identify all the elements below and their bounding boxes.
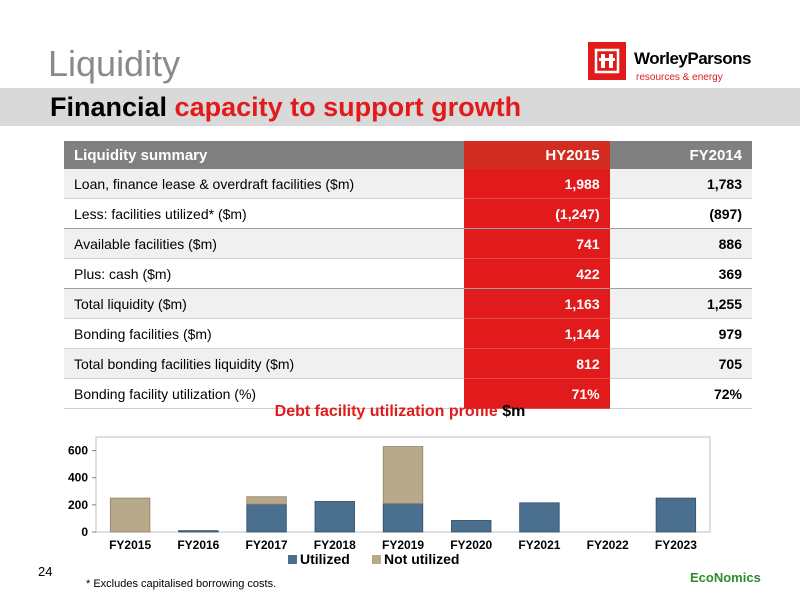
row-hy2015: 422 xyxy=(464,258,610,289)
bar-utilized xyxy=(246,503,287,533)
table-row: Bonding facility utilization (%) 71% 72% xyxy=(64,378,752,409)
header-liquidity-summary: Liquidity summary xyxy=(64,141,464,169)
row-label: Plus: cash ($m) xyxy=(64,258,464,289)
bar-utilized xyxy=(655,497,697,533)
x-tick-label: FY2020 xyxy=(450,538,492,552)
debt-utilization-chart: 0 200 400 600 FY2015 FY2016 FY2017 FY2018 FY2019… xyxy=(68,436,711,567)
row-fy2014: 1,255 xyxy=(609,288,752,319)
x-tick-label: FY2018 xyxy=(314,538,356,552)
subtitle-part2: capacity to support growth xyxy=(174,92,522,122)
bar-utilized xyxy=(451,520,492,533)
row-hy2015: 741 xyxy=(464,228,610,259)
row-hy2015: 71% xyxy=(464,378,610,409)
y-tick-label: 600 xyxy=(68,444,88,458)
row-label: Total liquidity ($m) xyxy=(64,288,464,319)
header-fy2014: FY2014 xyxy=(609,141,752,169)
row-label: Bonding facility utilization (%) xyxy=(64,378,464,409)
bar-utilized xyxy=(382,503,424,533)
x-tick-label: FY2019 xyxy=(382,538,424,552)
economics-logo: EcoNomics xyxy=(690,570,761,585)
table-row: Total liquidity ($m) 1,163 1,255 xyxy=(64,288,752,319)
chart-title: Debt facility utilization profile $m xyxy=(0,403,800,421)
slide-title: Liquidity xyxy=(48,43,181,84)
subtitle-part1: Financial xyxy=(50,92,175,122)
header-hy2015: HY2015 xyxy=(464,141,610,169)
row-hy2015: 812 xyxy=(464,348,610,379)
table-row: Plus: cash ($m) 422 369 xyxy=(64,258,752,289)
row-hy2015: 1,163 xyxy=(464,288,610,319)
bar-not-utilized xyxy=(382,446,424,504)
x-tick-label: FY2023 xyxy=(655,538,697,552)
x-tick-label: FY2022 xyxy=(587,538,629,552)
y-tick-label: 400 xyxy=(68,471,88,485)
row-label: Bonding facilities ($m) xyxy=(64,318,464,349)
row-fy2014: 886 xyxy=(609,228,752,259)
bar-not-utilized xyxy=(246,496,287,505)
row-hy2015: (1,247) xyxy=(464,198,610,229)
page-number: 24 xyxy=(38,564,53,579)
table-row: Loan, finance lease & overdraft faciliti… xyxy=(64,169,752,199)
footnote: * Excludes capitalised borrowing costs. xyxy=(86,578,277,590)
row-hy2015: 1,144 xyxy=(464,318,610,349)
x-tick-label: FY2015 xyxy=(109,538,151,552)
row-fy2014: 72% xyxy=(609,378,752,409)
row-label: Loan, finance lease & overdraft faciliti… xyxy=(64,169,464,199)
slide-subtitle: Financial capacity to support growth xyxy=(50,92,521,122)
logo-mark-icon xyxy=(588,42,626,80)
row-fy2014: 1,783 xyxy=(609,169,752,199)
row-fy2014: 369 xyxy=(609,258,752,289)
bar-utilized xyxy=(519,502,560,533)
chart-title-part2: $m xyxy=(502,403,526,420)
row-hy2015: 1,988 xyxy=(464,169,610,199)
row-fy2014: 705 xyxy=(609,348,752,379)
table-row: Less: facilities utilized* ($m) (1,247) … xyxy=(64,198,752,229)
x-tick-label: FY2016 xyxy=(177,538,219,552)
row-label: Less: facilities utilized* ($m) xyxy=(64,198,464,229)
x-tick-label: FY2021 xyxy=(518,538,560,552)
y-tick-label: 0 xyxy=(81,525,88,539)
bar-not-utilized xyxy=(109,497,151,533)
table-header-row: Liquidity summary HY2015 FY2014 xyxy=(64,141,752,169)
worleyparsons-logo: WorleyParsons resources & energy xyxy=(588,42,778,92)
row-label: Total bonding facilities liquidity ($m) xyxy=(64,348,464,379)
legend-swatch xyxy=(288,555,297,564)
bar-utilized xyxy=(178,530,219,533)
legend-label: Utilized xyxy=(300,551,350,567)
logo-name: WorleyParsons xyxy=(634,49,751,68)
x-tick-label: FY2017 xyxy=(246,538,288,552)
logo-tagline: resources & energy xyxy=(636,72,723,83)
subtitle-band xyxy=(0,88,800,126)
table-row: Available facilities ($m) 741 886 xyxy=(64,228,752,259)
table-row: Bonding facilities ($m) 1,144 979 xyxy=(64,318,752,349)
legend-swatch xyxy=(372,555,381,564)
row-label: Available facilities ($m) xyxy=(64,228,464,259)
legend-label: Not utilized xyxy=(384,551,459,567)
y-tick-label: 200 xyxy=(68,498,88,512)
table-row: Total bonding facilities liquidity ($m) … xyxy=(64,348,752,379)
liquidity-summary-table: Liquidity summary HY2015 FY2014 Loan, fi… xyxy=(64,141,752,409)
row-fy2014: (897) xyxy=(609,198,752,229)
chart-title-part1: Debt facility utilization profile xyxy=(274,403,503,420)
bar-utilized xyxy=(314,501,355,533)
row-fy2014: 979 xyxy=(609,318,752,349)
